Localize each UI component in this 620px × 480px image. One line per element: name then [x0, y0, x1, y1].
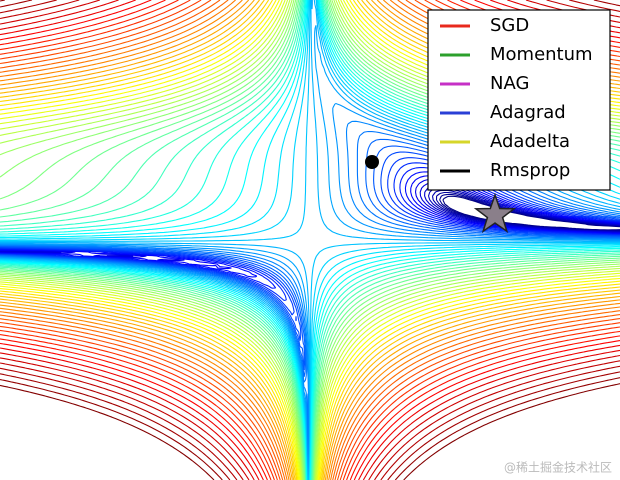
legend-label: SGD — [490, 15, 529, 36]
legend-label: Momentum — [490, 44, 593, 65]
legend-box — [427, 9, 611, 191]
contour-line — [0, 383, 620, 480]
minimum-star — [473, 192, 517, 234]
legend-label: Adadelta — [490, 131, 570, 152]
current-point — [365, 155, 379, 169]
legend-label: Rmsprop — [490, 160, 570, 181]
legend: SGD Momentum NAG Adagrad Adadelta Rmsprop — [427, 9, 611, 191]
contour-line — [0, 167, 620, 289]
watermark: @稀土掘金技术社区 — [504, 460, 612, 475]
legend-label: NAG — [490, 73, 529, 94]
legend-label: Adagrad — [490, 102, 566, 123]
